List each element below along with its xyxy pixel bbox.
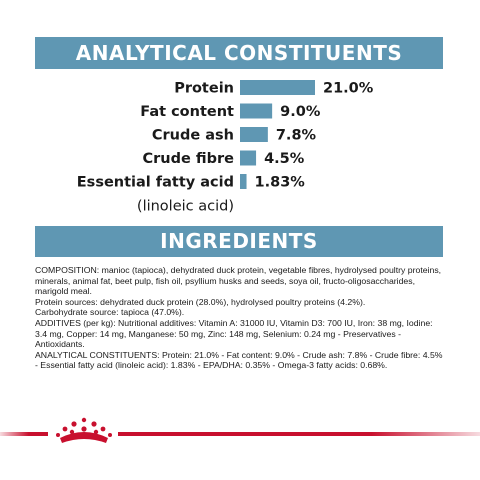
bar: [240, 80, 315, 95]
ingredients-title: INGREDIENTS: [35, 226, 443, 257]
analytical-constituents-paragraph: ANALYTICAL CONSTITUENTS: Protein: 21.0% …: [35, 349, 443, 371]
footer-line-left: [0, 432, 48, 436]
bar: [240, 103, 273, 119]
category-label: Fat content: [140, 104, 234, 120]
value-label: 9.0%: [280, 104, 321, 120]
bar: [240, 174, 247, 189]
ingredients-text: COMPOSITION: manioc (tapioca), dehydrate…: [35, 265, 445, 371]
protein-sources-paragraph: Protein sources: dehydrated duck protein…: [35, 296, 366, 307]
category-label: Essential fatty acid: [77, 175, 234, 191]
footer-line-right: [118, 432, 480, 436]
composition-paragraph: COMPOSITION: manioc (tapioca), dehydrate…: [35, 265, 442, 297]
bar: [240, 150, 257, 166]
analytical-chart: Protein 21.0% Fat content 9.0% Crude ash 7.8%…: [77, 80, 374, 215]
crown-logo-icon: [56, 417, 112, 443]
bar: [240, 127, 268, 142]
value-label: 1.83%: [255, 175, 306, 191]
analytical-constituents-title: ANALYTICAL CONSTITUENTS: [35, 37, 443, 69]
category-label: Crude ash: [152, 128, 234, 144]
value-label: 21.0%: [323, 81, 374, 97]
value-label: 7.8%: [276, 128, 317, 144]
value-label: 4.5%: [264, 151, 305, 167]
category-label: Protein: [174, 81, 234, 97]
category-sublabel: (linoleic acid): [137, 199, 234, 215]
additives-paragraph: ADDITIVES (per kg): Nutritional additive…: [35, 317, 433, 350]
category-label: Crude fibre: [143, 151, 235, 167]
carbohydrate-source-paragraph: Carbohydrate source: tapioca (47.0%).: [35, 307, 185, 318]
